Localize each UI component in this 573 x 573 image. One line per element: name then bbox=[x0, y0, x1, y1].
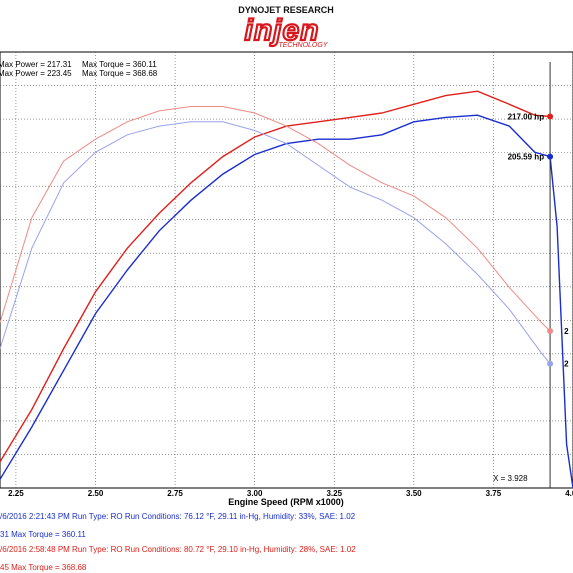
marker-dot-1 bbox=[547, 113, 554, 120]
brand-line: DYNOJET RESEARCH bbox=[238, 5, 334, 15]
logo-subtitle: TECHNOLOGY bbox=[278, 42, 328, 49]
curves bbox=[0, 90, 573, 489]
marker-label-2: 205.59 hp bbox=[508, 153, 545, 162]
run2-max-torque: Max Torque = 368.68 bbox=[82, 69, 158, 78]
series-line-3 bbox=[0, 106, 551, 332]
x-tick-label: 4.00 bbox=[565, 489, 573, 498]
run2-torque: 45 Max Torque = 368.68 bbox=[0, 563, 87, 572]
marker-dot-4 bbox=[547, 360, 554, 367]
x-tick-label: 3.00 bbox=[247, 489, 263, 498]
x-tick-label: 2.25 bbox=[8, 489, 24, 498]
x-tick-label: 2.50 bbox=[88, 489, 104, 498]
run2-info: /6/2016 2:58:48 PM Run Type: RO Run Cond… bbox=[0, 545, 356, 554]
run1-info: /6/2016 2:21:43 PM Run Type: RO Run Cond… bbox=[0, 512, 356, 521]
marker-label-4: 2 bbox=[564, 360, 569, 369]
markers: 217.00 hp 205.59 hp 2 2 bbox=[508, 113, 569, 369]
cursor-label: X = 3.928 bbox=[493, 474, 528, 483]
grid bbox=[0, 52, 573, 488]
x-tick-label: 3.25 bbox=[326, 489, 342, 498]
series-line-4 bbox=[0, 121, 551, 365]
marker-dot-2 bbox=[547, 153, 554, 160]
run2-max-power: Max Power = 223.45 bbox=[0, 69, 72, 78]
plot-frame bbox=[0, 51, 573, 489]
injen-logo: DYNOJET RESEARCH injen TECHNOLOGY bbox=[238, 5, 334, 49]
x-tick-label: 3.75 bbox=[486, 489, 502, 498]
run1-max-power: Max Power = 217.31 bbox=[0, 60, 72, 69]
logo-word: injen bbox=[244, 14, 319, 47]
x-axis-label: Engine Speed (RPM x1000) bbox=[228, 497, 344, 507]
run1-max-torque: Max Torque = 360.11 bbox=[82, 60, 157, 69]
x-axis-ticks: 2.25 2.50 2.75 3.00 3.25 3.50 3.75 4.00 bbox=[8, 489, 573, 498]
x-tick-label: 2.75 bbox=[167, 489, 183, 498]
logo-header: DYNOJET RESEARCH injen TECHNOLOGY bbox=[0, 0, 573, 52]
marker-label-1: 217.00 hp bbox=[508, 113, 545, 122]
run1-torque: 31 Max Torque = 360.11 bbox=[0, 530, 86, 539]
marker-label-3: 2 bbox=[564, 327, 569, 336]
marker-dot-3 bbox=[547, 328, 554, 335]
x-tick-label: 3.50 bbox=[406, 489, 422, 498]
series-line-2 bbox=[0, 114, 573, 489]
